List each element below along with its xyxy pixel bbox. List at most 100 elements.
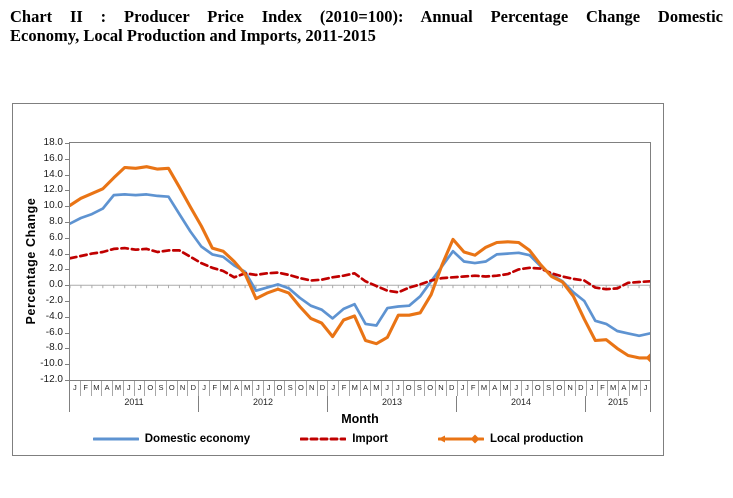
- page-title-line1: Chart II : Producer Price Index (2010=10…: [10, 7, 723, 26]
- legend-swatch-import-icon: [300, 437, 347, 441]
- y-tick-label: -2.0: [45, 295, 63, 306]
- legend-swatch-local-production-icon: [437, 434, 484, 444]
- y-tick-label: 6.0: [49, 231, 63, 243]
- month-cell: F: [339, 381, 350, 396]
- month-cell: F: [81, 381, 92, 396]
- y-axis-tick: [65, 253, 69, 255]
- month-cell: O: [275, 381, 286, 396]
- month-cell: A: [619, 381, 630, 396]
- series-domestic-economy-line: [70, 193, 650, 338]
- month-cell: M: [113, 381, 124, 396]
- month-cell: M: [242, 381, 254, 396]
- y-axis-tick: [65, 380, 69, 381]
- month-cell: J: [587, 381, 598, 396]
- y-axis-tick: [65, 206, 69, 208]
- month-cell: N: [565, 381, 576, 396]
- y-axis-tick: [65, 269, 69, 271]
- year-cell: 2015: [586, 396, 651, 412]
- legend: Domestic economy Import Local production: [13, 433, 663, 445]
- chart-frame: Percentage Change 18.0 16.0 14.0 12.0 10.0 8.…: [12, 103, 664, 456]
- page-title: Chart II : Producer Price Index (2010=10…: [10, 7, 723, 45]
- legend-item-domestic-economy: Domestic economy: [92, 433, 251, 445]
- month-cell: A: [231, 381, 243, 396]
- month-cell: O: [296, 381, 307, 396]
- month-cell: J: [393, 381, 404, 396]
- y-axis-tick: [65, 316, 69, 318]
- y-tick-label: 18.0: [43, 137, 63, 148]
- y-tick-label: 14.0: [43, 168, 63, 180]
- y-tick-label: 2.0: [49, 263, 63, 275]
- month-cell: D: [447, 381, 458, 396]
- y-tick-label: 0.0: [49, 279, 63, 291]
- year-axis: 2011 2012 2013 2014 2015: [69, 396, 651, 412]
- legend-swatch-domestic-economy-icon: [92, 437, 139, 441]
- y-tick-label: -8.0: [45, 342, 63, 354]
- month-cell: M: [479, 381, 490, 396]
- month-cell: A: [490, 381, 501, 396]
- line-chart-svg: [70, 165, 650, 363]
- y-tick-label: 10.0: [43, 200, 63, 212]
- month-cell: D: [188, 381, 200, 396]
- month-cell: J: [643, 383, 648, 392]
- month-cell: J: [382, 381, 393, 396]
- month-cell: A: [102, 381, 114, 396]
- local-production-end-marker-icon: [645, 353, 650, 363]
- series-import-line: [70, 246, 650, 294]
- month-cell: A: [361, 381, 372, 396]
- month-cell: M: [92, 381, 103, 396]
- month-cell: O: [145, 381, 157, 396]
- month-cell: N: [178, 381, 189, 396]
- y-tick-label: 12.0: [43, 184, 63, 196]
- month-cell: O: [404, 381, 415, 396]
- month-cell: F: [598, 381, 609, 396]
- month-cell: J: [328, 381, 340, 396]
- month-cell: J: [522, 381, 533, 396]
- month-cell: D: [576, 381, 587, 396]
- month-cell: M: [371, 381, 383, 396]
- month-cell: M: [350, 381, 361, 396]
- month-cell: J: [511, 381, 523, 396]
- month-cell: M: [501, 381, 512, 396]
- y-axis-tick: [65, 237, 69, 239]
- month-cell: O: [533, 381, 544, 396]
- month-cell: S: [285, 381, 297, 396]
- month-cell: F: [468, 381, 480, 396]
- month-cell: M: [630, 381, 641, 396]
- y-axis-tick: [65, 143, 69, 144]
- month-cell: J: [70, 381, 81, 396]
- year-cell: 2011: [69, 396, 199, 412]
- y-axis-tick: [65, 285, 69, 287]
- month-cell: M: [221, 381, 232, 396]
- month-cell: D: [318, 381, 329, 396]
- y-axis-tick: [65, 190, 69, 192]
- month-cell: S: [156, 381, 167, 396]
- month-cell: N: [307, 381, 318, 396]
- y-tick-label: -12.0: [40, 374, 63, 385]
- month-cell: O: [167, 381, 178, 396]
- month-cell: J: [458, 381, 469, 396]
- y-axis-tick: [65, 332, 69, 334]
- legend-label: Local production: [489, 433, 584, 445]
- month-cell: J: [124, 381, 135, 396]
- y-tick-label: 8.0: [49, 216, 63, 227]
- page-title-line2: Economy, Local Production and Imports, 2…: [10, 26, 376, 45]
- plot-area: [69, 142, 651, 381]
- y-axis-tick: [65, 348, 69, 350]
- legend-item-local-production: Local production: [437, 433, 584, 445]
- month-cell: O: [554, 381, 566, 396]
- month-cell: S: [415, 381, 426, 396]
- legend-label: Import: [352, 433, 388, 445]
- month-cell: N: [436, 381, 447, 396]
- month-cell: J: [264, 381, 275, 396]
- legend-label: Domestic economy: [144, 433, 251, 445]
- y-axis-tick: [65, 158, 69, 160]
- month-cell: O: [425, 381, 437, 396]
- y-axis-tick: [65, 301, 69, 302]
- month-cell: F: [210, 381, 221, 396]
- legend-item-import: Import: [300, 433, 388, 445]
- y-axis-tick: [65, 222, 69, 223]
- month-cell: S: [544, 381, 555, 396]
- year-cell: 2013: [328, 396, 457, 412]
- y-axis-tick: [65, 364, 69, 366]
